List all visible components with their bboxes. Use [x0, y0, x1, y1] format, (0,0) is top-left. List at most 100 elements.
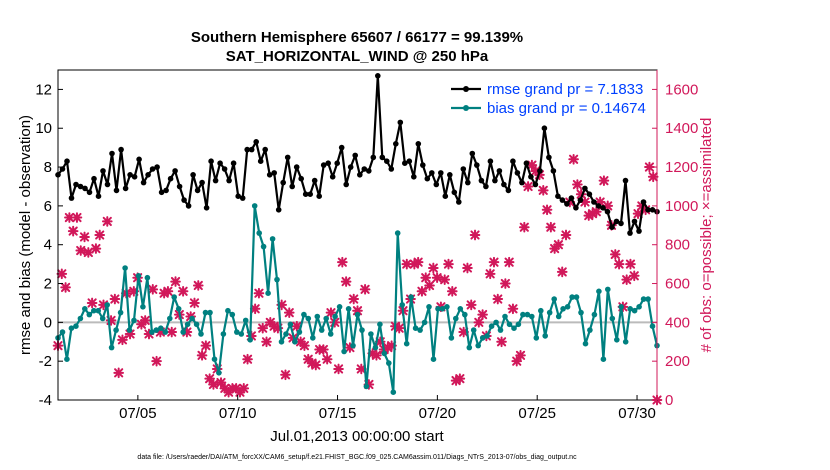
y-left-tick-label: 8: [44, 159, 52, 176]
bias-point: [345, 306, 352, 312]
bias-point: [86, 311, 93, 318]
obs-assimilated-marker: [428, 262, 439, 274]
obs-assimilated-marker: [257, 322, 269, 334]
obs-assimilated-marker: [503, 256, 515, 268]
obs-assimilated-marker: [424, 280, 435, 291]
bias-point: [341, 348, 347, 355]
rmse-point: [393, 141, 399, 147]
bias-point: [149, 329, 155, 335]
bias-point: [229, 311, 236, 318]
rmse-point: [293, 164, 300, 170]
obs-assimilated-marker: [238, 383, 250, 394]
bias-point: [497, 327, 504, 333]
bias-point: [466, 344, 473, 351]
rmse-series-line: [57, 74, 658, 235]
obs-assimilated-marker: [469, 229, 481, 241]
obs-assimilated-marker: [105, 315, 117, 326]
bias-point: [238, 331, 245, 337]
bias-point: [614, 337, 620, 343]
obs-assimilated-marker: [352, 305, 363, 317]
rmse-point: [618, 220, 624, 227]
bias-point: [636, 304, 642, 310]
bias-point: [323, 315, 330, 322]
rmse-point: [77, 183, 84, 190]
bias-point: [332, 313, 338, 320]
bias-point: [511, 325, 517, 332]
obs-assimilated-marker: [253, 287, 265, 299]
y-left-tick-label: -2: [39, 353, 52, 370]
obs-assimilated-marker: [450, 375, 462, 386]
rmse-point: [537, 168, 543, 174]
bias-point: [283, 331, 289, 337]
bias-point: [627, 306, 633, 312]
x-tick-label: 07/05: [119, 405, 157, 422]
bias-point: [202, 309, 209, 316]
obs-assimilated-marker: [249, 303, 261, 315]
obs-assimilated-marker: [124, 328, 136, 340]
obs-assimilated-marker: [496, 336, 507, 348]
bias-point: [131, 317, 137, 324]
rmse-point: [343, 181, 350, 188]
bias-point: [117, 309, 124, 316]
y-right-tick-label: 600: [665, 276, 690, 293]
rmse-point: [604, 208, 611, 215]
obs-assimilated-marker: [477, 309, 488, 320]
rmse-point: [640, 199, 647, 205]
legend-entry-label: bias grand pr = 0.14674: [487, 100, 646, 117]
rmse-point: [338, 144, 345, 151]
bias-point: [211, 356, 218, 363]
obs-assimilated-marker: [67, 225, 79, 237]
obs-assimilated-marker: [355, 363, 367, 375]
rmse-point: [190, 172, 196, 178]
bias-point: [649, 323, 656, 330]
rmse-point: [573, 205, 579, 211]
rmse-point: [136, 156, 142, 163]
data-file-footnote: data file: /Users/raeder/DAI/ATM_forcXX/…: [137, 454, 577, 461]
y-left-tick-label: 6: [44, 198, 52, 215]
obs-assimilated-marker: [458, 326, 469, 338]
rmse-point: [469, 150, 476, 157]
obs-assimilated-marker: [416, 285, 428, 297]
rmse-point: [483, 183, 489, 190]
obs-assimilated-marker: [166, 326, 178, 338]
bias-point: [622, 339, 629, 345]
obs-assimilated-marker: [204, 373, 215, 384]
obs-assimilated-marker: [371, 350, 382, 361]
rmse-point: [496, 168, 503, 174]
rmse-point: [523, 160, 530, 166]
obs-assimilated-marker: [454, 373, 466, 384]
rmse-point: [311, 177, 318, 184]
bias-point: [372, 344, 379, 351]
rmse-point: [519, 179, 525, 186]
bias-point: [327, 331, 334, 337]
bias-point: [171, 294, 177, 300]
rmse-point: [176, 183, 183, 190]
rmse-point: [167, 175, 174, 182]
bias-point: [104, 302, 110, 308]
plot-area: -4 -2 0 2 4 6 8 10 12 0 200 400 600 800 1000 1200 1400 16…: [35, 69, 698, 422]
y-right-tick-label: 800: [665, 237, 690, 254]
rmse-point: [586, 191, 593, 197]
rmse-point: [181, 197, 187, 203]
obs-assimilated-marker: [632, 208, 644, 219]
rmse-point: [145, 172, 151, 178]
obs-assimilated-marker: [268, 320, 280, 332]
bias-point: [408, 294, 414, 300]
rmse-point: [82, 185, 88, 192]
x-axis-label: Jul.01,2013 00:00:00 start: [270, 428, 444, 445]
bias-point: [368, 331, 374, 337]
rmse-point: [347, 164, 354, 170]
y-left-tick-label: 12: [35, 81, 52, 98]
obs-assimilated-marker: [401, 258, 413, 270]
obs-assimilated-marker: [340, 276, 352, 287]
rmse-point: [122, 185, 129, 192]
bias-point: [618, 304, 624, 310]
obs-assimilated-marker: [310, 359, 322, 371]
rmse-point: [541, 125, 548, 131]
bias-point: [301, 311, 307, 318]
bias-point: [363, 383, 370, 390]
rmse-point: [546, 154, 552, 161]
rmse-point: [334, 160, 341, 166]
rmse-point: [131, 174, 138, 180]
